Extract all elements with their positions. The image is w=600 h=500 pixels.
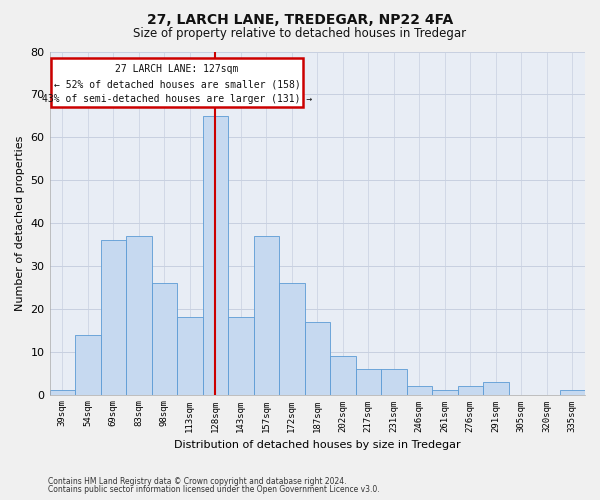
Bar	[407, 386, 432, 394]
Bar	[432, 390, 458, 394]
Bar	[279, 283, 305, 395]
Bar	[483, 382, 509, 394]
Text: ← 52% of detached houses are smaller (158): ← 52% of detached houses are smaller (15…	[53, 80, 301, 90]
Text: 27 LARCH LANE: 127sqm: 27 LARCH LANE: 127sqm	[115, 64, 239, 74]
Bar	[203, 116, 228, 394]
Bar	[101, 240, 126, 394]
Y-axis label: Number of detached properties: Number of detached properties	[15, 136, 25, 310]
Bar	[177, 318, 203, 394]
Text: Contains public sector information licensed under the Open Government Licence v3: Contains public sector information licen…	[48, 486, 380, 494]
Text: Contains HM Land Registry data © Crown copyright and database right 2024.: Contains HM Land Registry data © Crown c…	[48, 477, 347, 486]
Text: Size of property relative to detached houses in Tredegar: Size of property relative to detached ho…	[133, 28, 467, 40]
Text: 27, LARCH LANE, TREDEGAR, NP22 4FA: 27, LARCH LANE, TREDEGAR, NP22 4FA	[147, 12, 453, 26]
Bar	[381, 369, 407, 394]
Text: 43% of semi-detached houses are larger (131) →: 43% of semi-detached houses are larger (…	[42, 94, 312, 104]
Bar	[152, 283, 177, 395]
Bar	[305, 322, 330, 394]
Bar	[50, 390, 75, 394]
Bar	[330, 356, 356, 395]
FancyBboxPatch shape	[51, 58, 303, 107]
Bar	[75, 334, 101, 394]
Bar	[228, 318, 254, 394]
Bar	[356, 369, 381, 394]
X-axis label: Distribution of detached houses by size in Tredegar: Distribution of detached houses by size …	[174, 440, 461, 450]
Bar	[254, 236, 279, 394]
Bar	[560, 390, 585, 394]
Bar	[458, 386, 483, 394]
Bar	[126, 236, 152, 394]
